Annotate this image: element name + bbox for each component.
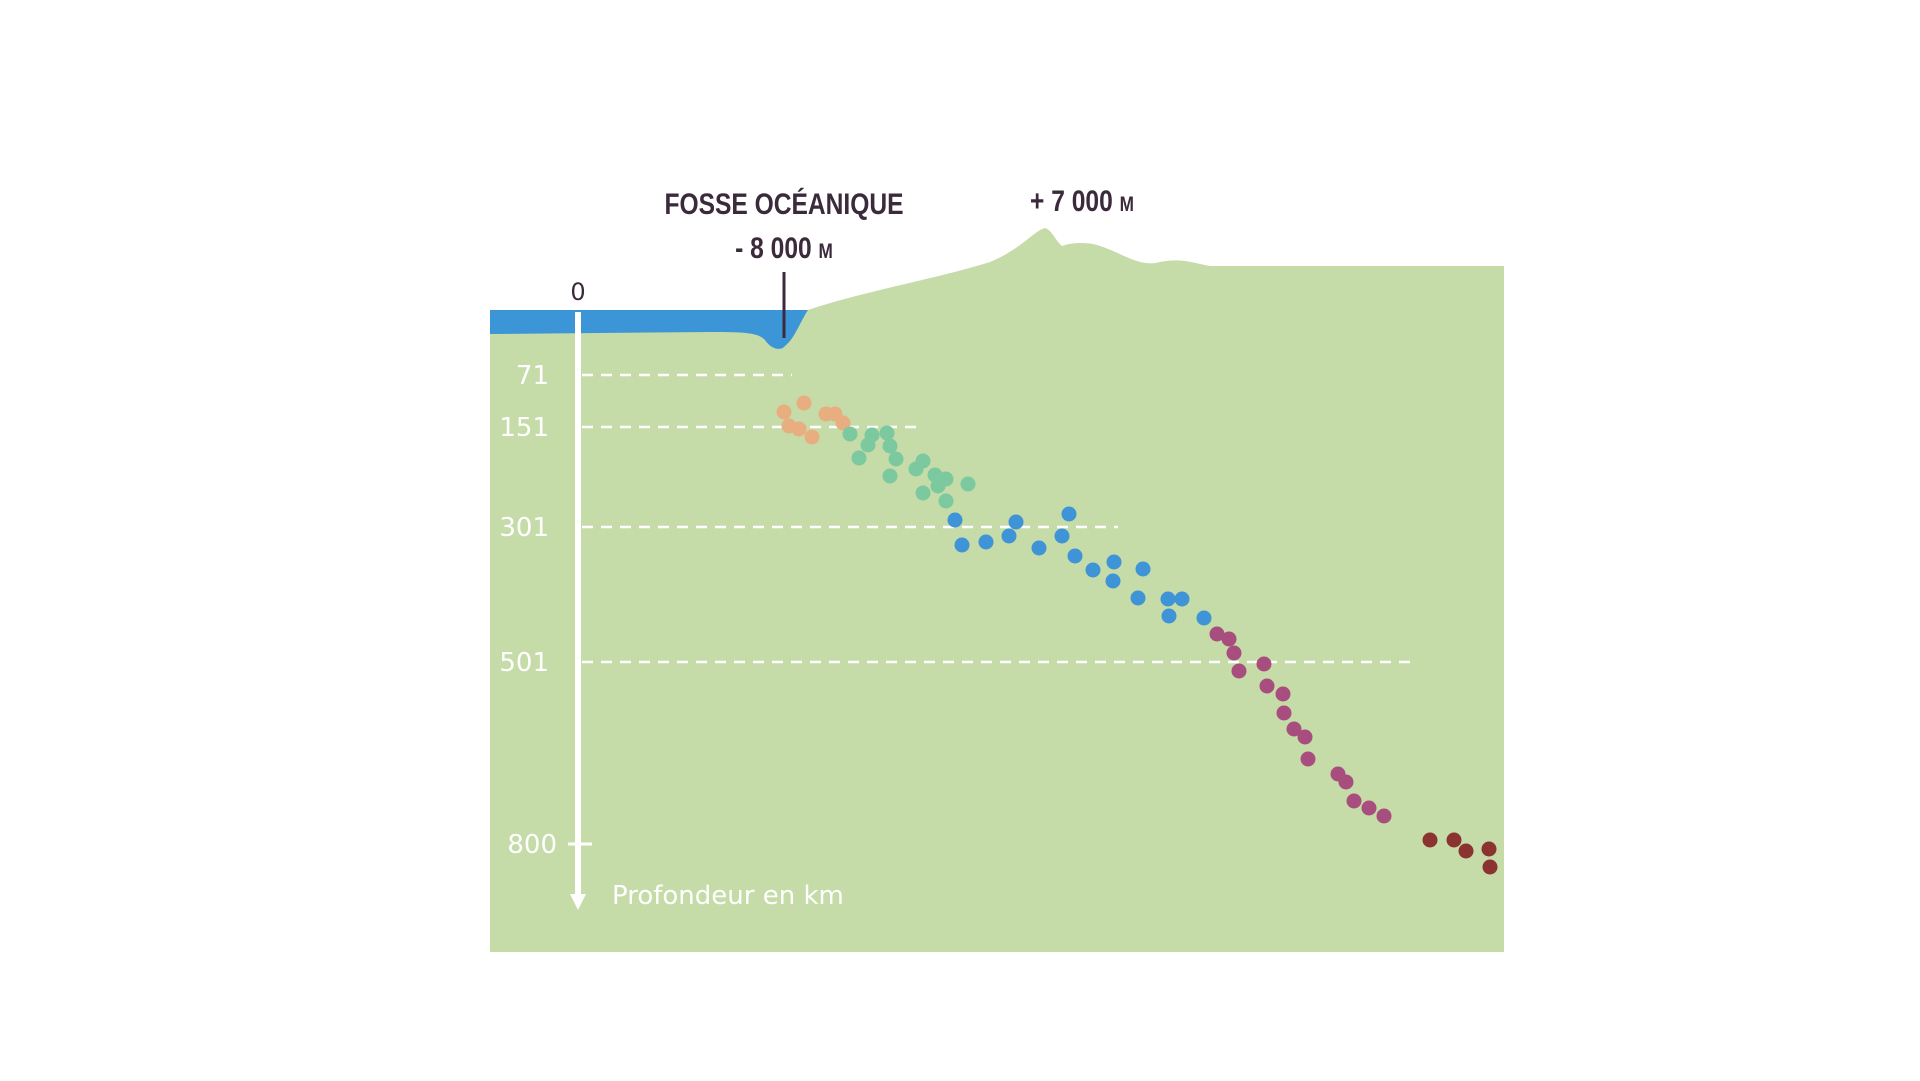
earthquake-point-band_301_501-0 bbox=[1209, 626, 1225, 642]
axis-zero-label: 0 bbox=[570, 278, 585, 306]
earthquake-point-band_301_501-7 bbox=[1276, 705, 1292, 721]
earthquake-point-band_151_301-0 bbox=[947, 512, 963, 528]
earthquake-points bbox=[776, 395, 1498, 875]
earthquake-point-band_301_501-1 bbox=[1221, 631, 1237, 647]
earthquake-point-band_501_800-3 bbox=[1481, 841, 1497, 857]
peak-unit: M bbox=[1120, 194, 1134, 217]
earthquake-point-band_151_301-14 bbox=[1160, 591, 1176, 607]
earthquake-point-band_301_501-15 bbox=[1376, 808, 1392, 824]
peak-value: + 7 000 bbox=[1030, 184, 1113, 218]
trench-depth-unit: M bbox=[819, 241, 833, 264]
land-cross-section bbox=[490, 228, 1504, 952]
earthquake-point-band_0_71-7 bbox=[835, 415, 851, 431]
axis-title: Profondeur en km bbox=[612, 881, 844, 911]
earthquake-point-band_151_301-2 bbox=[978, 534, 994, 550]
earthquake-point-band_151_301-6 bbox=[1054, 528, 1070, 544]
earthquake-point-band_151_301-10 bbox=[1105, 573, 1121, 589]
trench-name-label: FOSSE OCÉANIQUE bbox=[664, 187, 903, 221]
depth-guides: 71 151 301 501 bbox=[499, 361, 1410, 678]
earthquake-point-band_501_800-1 bbox=[1446, 832, 1462, 848]
earthquake-point-band_301_501-4 bbox=[1256, 656, 1272, 672]
trench-depth-value: - 8 000 bbox=[735, 231, 812, 265]
earthquake-point-band_151_301-4 bbox=[1008, 514, 1024, 530]
earthquake-point-band_301_501-10 bbox=[1300, 751, 1316, 767]
earthquake-point-band_301_501-5 bbox=[1259, 678, 1275, 694]
axis-tick-label-501: 501 bbox=[499, 648, 549, 678]
earthquake-point-band_151_301-5 bbox=[1031, 540, 1047, 556]
earthquake-point-band_0_71-0 bbox=[776, 404, 792, 420]
earthquake-point-band_301_501-6 bbox=[1275, 686, 1291, 702]
earthquake-point-band_501_800-4 bbox=[1482, 859, 1498, 875]
earthquake-point-band_71_151-0 bbox=[842, 426, 858, 442]
earthquake-point-band_151_301-3 bbox=[1001, 528, 1017, 544]
axis-tick-label-71: 71 bbox=[516, 361, 549, 391]
svg-text:+ 7 000 M: + 7 000 M bbox=[1030, 184, 1134, 218]
earthquake-point-band_151_301-1 bbox=[954, 537, 970, 553]
earthquake-point-band_301_501-14 bbox=[1361, 800, 1377, 816]
earthquake-point-band_71_151-3 bbox=[860, 437, 876, 453]
earthquake-point-band_301_501-2 bbox=[1226, 645, 1242, 661]
axis-tick-label-301: 301 bbox=[499, 513, 549, 543]
earthquake-point-band_0_71-5 bbox=[804, 429, 820, 445]
earthquake-point-band_0_71-4 bbox=[791, 421, 807, 437]
earthquake-point-band_151_301-13 bbox=[1135, 561, 1151, 577]
svg-text:FOSSE OCÉANIQUE: FOSSE OCÉANIQUE bbox=[664, 187, 903, 221]
earthquake-point-band_151_301-16 bbox=[1161, 608, 1177, 624]
earthquake-point-band_151_301-17 bbox=[1196, 610, 1212, 626]
earthquake-point-band_501_800-2 bbox=[1458, 843, 1474, 859]
earthquake-point-band_301_501-8 bbox=[1286, 721, 1302, 737]
depth-axis-arrowhead bbox=[570, 894, 586, 910]
ocean bbox=[490, 310, 808, 349]
earthquake-point-band_71_151-12 bbox=[930, 478, 946, 494]
earthquake-point-band_71_151-13 bbox=[960, 476, 976, 492]
earthquake-point-band_151_301-8 bbox=[1067, 548, 1083, 564]
earthquake-point-band_151_301-15 bbox=[1174, 591, 1190, 607]
earthquake-point-band_71_151-6 bbox=[851, 450, 867, 466]
axis-tick-label-151: 151 bbox=[499, 413, 549, 443]
earthquake-point-band_71_151-5 bbox=[888, 451, 904, 467]
earthquake-point-band_301_501-12 bbox=[1338, 774, 1354, 790]
earthquake-point-band_151_301-7 bbox=[1061, 506, 1077, 522]
earthquake-point-band_0_71-1 bbox=[796, 395, 812, 411]
earthquake-point-band_301_501-3 bbox=[1231, 663, 1247, 679]
earthquake-point-band_151_301-11 bbox=[1106, 554, 1122, 570]
earthquake-point-band_71_151-15 bbox=[938, 493, 954, 509]
earthquake-point-band_501_800-0 bbox=[1422, 832, 1438, 848]
earthquake-point-band_71_151-4 bbox=[882, 438, 898, 454]
earthquake-point-band_301_501-13 bbox=[1346, 793, 1362, 809]
earthquake-point-band_71_151-8 bbox=[908, 461, 924, 477]
earthquake-point-band_151_301-9 bbox=[1085, 562, 1101, 578]
svg-text:- 8 000 M: - 8 000 M bbox=[735, 231, 833, 265]
axis-max-label: 800 bbox=[507, 830, 557, 860]
earthquake-point-band_71_151-2 bbox=[879, 425, 895, 441]
earthquake-point-band_71_151-14 bbox=[915, 485, 931, 501]
earthquake-point-band_151_301-12 bbox=[1130, 590, 1146, 606]
earthquake-point-band_71_151-9 bbox=[882, 468, 898, 484]
earthquake-point-band_301_501-9 bbox=[1297, 729, 1313, 745]
